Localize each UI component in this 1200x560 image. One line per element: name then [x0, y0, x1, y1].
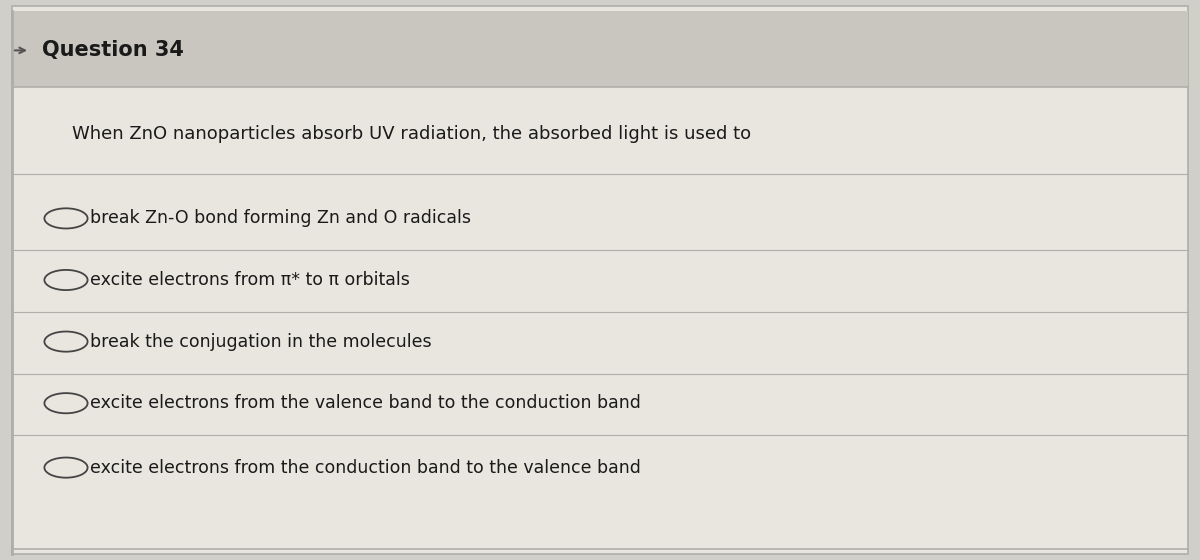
Text: excite electrons from π* to π orbitals: excite electrons from π* to π orbitals — [90, 271, 410, 289]
Text: break Zn-O bond forming Zn and O radicals: break Zn-O bond forming Zn and O radical… — [90, 209, 470, 227]
Text: When ZnO nanoparticles absorb UV radiation, the absorbed light is used to: When ZnO nanoparticles absorb UV radiati… — [72, 125, 751, 143]
Text: Question 34: Question 34 — [42, 40, 184, 60]
FancyBboxPatch shape — [12, 6, 1188, 554]
Text: excite electrons from the conduction band to the valence band: excite electrons from the conduction ban… — [90, 459, 641, 477]
Text: break the conjugation in the molecules: break the conjugation in the molecules — [90, 333, 432, 351]
FancyBboxPatch shape — [12, 11, 1188, 87]
Text: excite electrons from the valence band to the conduction band: excite electrons from the valence band t… — [90, 394, 641, 412]
